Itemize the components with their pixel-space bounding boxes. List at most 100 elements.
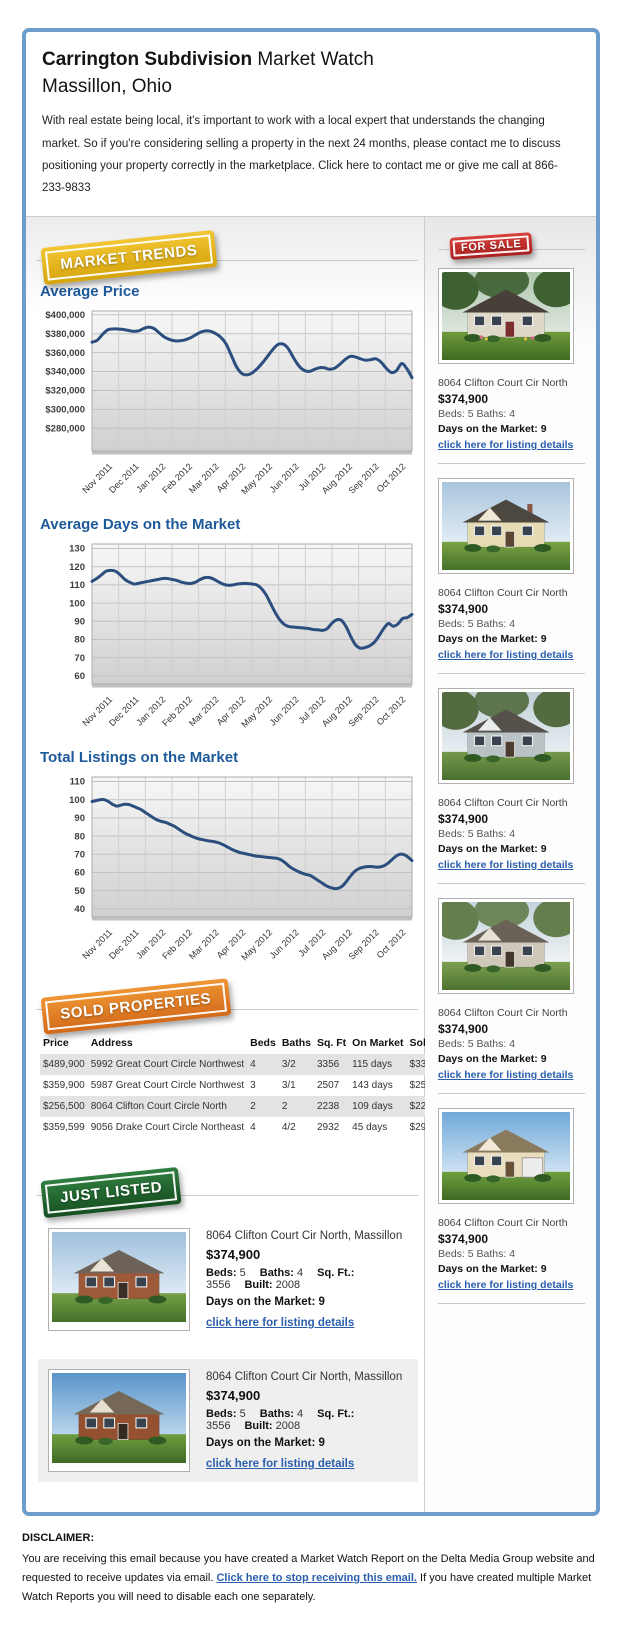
house-photo-illustration (52, 1372, 186, 1463)
listing-sqft: Sq. Ft.: 3556 (206, 1266, 355, 1291)
days-on-market-heading: Average Days on the Market (40, 515, 241, 533)
listing-address: 8064 Clifton Court Cir North (438, 1006, 568, 1019)
svg-text:Oct 2012: Oct 2012 (375, 694, 408, 727)
listing-days-on-market: Days on the Market: 9 (206, 1295, 325, 1308)
average-price-chart: $400,000 $380,000 $360,000 $340,000 $320,000… (45, 310, 414, 496)
listing-built: Built: 2008 (244, 1278, 301, 1291)
listing-details-link[interactable]: click here for listing details (438, 1278, 574, 1291)
listing-photo[interactable] (438, 897, 574, 994)
sold-table-cell: 4/2 (281, 1121, 296, 1133)
svg-text:$360,000: $360,000 (45, 348, 85, 359)
listing-photo[interactable] (438, 1107, 574, 1204)
listing-days-on-market: Days on the Market: 9 (438, 632, 547, 645)
sold-table-cell: 2507 (317, 1079, 340, 1091)
listing-specs: Beds: 5 Baths: 4 Sq. Ft.: 3556 Built: 2008 (206, 1408, 408, 1432)
svg-text:Jun 2012: Jun 2012 (268, 927, 301, 960)
sold-table-cell: $489,900 (43, 1058, 85, 1070)
listing-details-link[interactable]: click here for listing details (206, 1457, 355, 1470)
total-listings-chart-block: Total Listings on the Market 110 100 90 80 7… (36, 749, 418, 970)
listing-price: $374,900 (438, 1231, 489, 1246)
for-sale-badge: FOR SALE (449, 232, 534, 260)
listing-photo[interactable] (438, 687, 574, 784)
disclaimer: DISCLAIMER: You are receiving this email… (22, 1532, 598, 1608)
listing-price: $374,900 (206, 1246, 261, 1262)
sold-table-row: $256,500 8064 Clifton Court Circle North 2… (40, 1095, 464, 1117)
svg-text:90: 90 (74, 616, 85, 627)
listing-photo[interactable] (438, 477, 574, 574)
listing-details-link[interactable]: click here for listing details (438, 648, 574, 661)
sold-table-row: $359,900 5987 Great Court Circle Northwes… (40, 1075, 464, 1096)
svg-text:70: 70 (74, 849, 85, 860)
just-listed-card: 8064 Clifton Court Cir North, Massillon $… (38, 1358, 418, 1482)
sold-table-cell: 2 (281, 1100, 288, 1112)
svg-text:$400,000: $400,000 (45, 310, 85, 321)
listing-details-link[interactable]: click here for listing details (206, 1316, 355, 1329)
title-suffix: Market Watch (252, 49, 374, 70)
just-listed-badge-label: JUST LISTED (59, 1178, 164, 1207)
for-sale-listing-card: 8064 Clifton Court Cir North $374,900 Beds… (438, 687, 585, 884)
svg-text:40: 40 (74, 904, 85, 915)
listing-price: $374,900 (206, 1387, 261, 1403)
sold-table-row: $489,900 5992 Great Court Circle Northwes… (40, 1053, 464, 1075)
sold-table-cell: 3356 (317, 1058, 340, 1070)
sold-table-cell: 115 days (352, 1058, 393, 1070)
sold-table-cell: 2 (250, 1100, 256, 1112)
main-column: MARKET TRENDS Average Price $400,000 $380… (26, 216, 464, 1512)
listing-details-link[interactable]: click here for listing details (438, 1068, 574, 1081)
days-on-market-chart-block: Average Days on the Market 130 120 110 100 9… (36, 516, 418, 737)
divider (36, 259, 418, 261)
sold-table-header: Beds (250, 1036, 276, 1049)
listing-beds-baths: Beds: 5 Baths: 4 (438, 407, 516, 420)
svg-text:130: 130 (69, 544, 85, 555)
sold-table-cell: 3/2 (281, 1058, 296, 1070)
svg-text:110: 110 (70, 777, 85, 788)
listing-photo[interactable] (438, 267, 574, 364)
sold-table-cell: $359,900 (43, 1079, 85, 1091)
svg-text:100: 100 (69, 598, 85, 609)
sold-table-cell: 3/1 (281, 1079, 296, 1091)
svg-text:70: 70 (74, 653, 85, 664)
sold-table-header: Sq. Ft (317, 1036, 347, 1049)
sold-properties-badge: SOLD PROPERTIES (40, 978, 231, 1035)
listing-price: $374,900 (438, 811, 489, 826)
listing-beds: Beds: 5 (206, 1266, 246, 1279)
for-sale-listing-card: 8064 Clifton Court Cir North $374,900 Beds… (438, 897, 585, 1094)
just-listed-card: 8064 Clifton Court Cir North, Massillon $… (38, 1218, 418, 1341)
svg-text:80: 80 (74, 831, 85, 842)
listing-price: $374,900 (438, 391, 489, 406)
house-photo-illustration (442, 901, 570, 990)
listing-photo[interactable] (48, 1368, 190, 1472)
listing-days-on-market: Days on the Market: 9 (438, 422, 547, 435)
sold-table-cell: 5992 Great Court Circle Northwest (90, 1058, 245, 1070)
content-area: MARKET TRENDS Average Price $400,000 $380… (26, 215, 596, 1512)
sold-table-cell: 4 (250, 1121, 256, 1133)
svg-text:50: 50 (74, 886, 85, 897)
newsletter-frame: Carrington Subdivision Market Watch Mass… (22, 28, 600, 1516)
listing-baths: Baths: 4 (259, 1266, 304, 1279)
listing-photo[interactable] (48, 1227, 190, 1331)
listing-address: 8064 Clifton Court Cir North (438, 586, 568, 599)
listing-details-link[interactable]: click here for listing details (438, 438, 574, 451)
disclaimer-text: You are receiving this email because you… (22, 1550, 598, 1608)
listing-address: 8064 Clifton Court Cir North (438, 796, 568, 809)
just-listed-badge: JUST LISTED (40, 1166, 183, 1219)
total-listings-heading: Total Listings on the Market (40, 748, 239, 766)
svg-text:90: 90 (74, 813, 85, 824)
listing-beds-baths: Beds: 5 Baths: 4 (438, 617, 516, 630)
just-listed-section: 8064 Clifton Court Cir North, Massillon $… (36, 1218, 418, 1482)
sold-table-header: On Market (352, 1036, 404, 1049)
sold-table-header: Price (43, 1036, 69, 1049)
disclaimer-text-1: You are receiving this email because you… (22, 1552, 595, 1585)
listing-details-link[interactable]: click here for listing details (438, 858, 574, 871)
unsubscribe-link[interactable]: Click here to stop receiving this email. (216, 1572, 417, 1585)
listing-baths: Baths: 4 (259, 1407, 304, 1420)
sold-table-cell: 45 days (352, 1121, 388, 1133)
listing-beds-baths: Beds: 5 Baths: 4 (438, 827, 516, 840)
sold-table-row: $359,599 9056 Drake Court Circle Northeas… (40, 1117, 464, 1138)
svg-text:$380,000: $380,000 (45, 329, 85, 340)
svg-text:60: 60 (74, 868, 85, 879)
listing-days-on-market: Days on the Market: 9 (206, 1436, 325, 1449)
average-price-heading: Average Price (40, 282, 140, 300)
listing-address: 8064 Clifton Court Cir North, Massillon (206, 1370, 403, 1383)
